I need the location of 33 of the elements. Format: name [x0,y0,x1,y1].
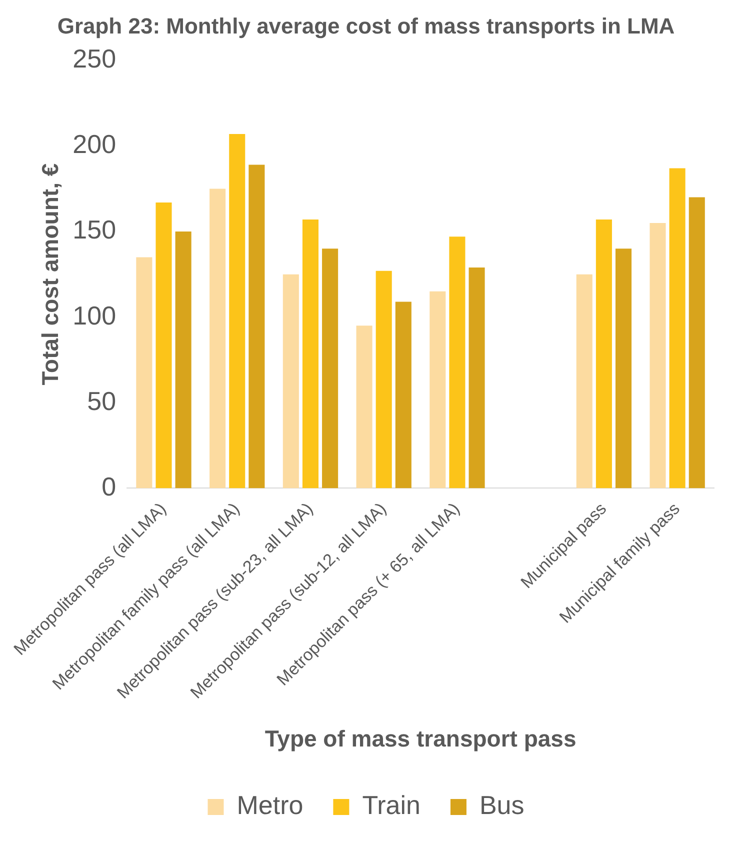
y-tick-label: 150 [72,214,116,245]
bar [650,222,666,488]
bar [156,202,172,488]
y-tick-label: 100 [72,300,116,330]
legend-label: Metro [236,790,304,820]
bar [229,134,246,488]
legend-label: Train [362,790,420,820]
y-axis-title: Total cost amount, € [37,163,64,386]
y-tick-label: 50 [87,386,116,416]
bar [282,274,299,488]
y-tick-label: 0 [102,471,116,502]
bar [248,164,265,488]
bar [596,220,612,488]
bar [468,267,485,488]
bar [395,302,412,488]
bar [430,291,446,488]
bar [688,197,705,488]
x-axis-title: Type of mass transport pass [264,726,576,752]
bar [322,248,338,488]
chart-title: Graph 23: Monthly average cost of mass transports in LMA [57,13,675,38]
legend-label: Bus [479,790,524,820]
y-tick-label: 250 [72,44,116,74]
bar [356,326,372,488]
bar [449,236,466,488]
bar [136,257,152,488]
bar [210,188,226,488]
y-tick-label: 200 [72,129,116,160]
bar [669,168,686,488]
bar [615,248,632,488]
bar [576,274,592,488]
bar [302,220,318,488]
bar [376,270,392,488]
bar [175,232,192,488]
